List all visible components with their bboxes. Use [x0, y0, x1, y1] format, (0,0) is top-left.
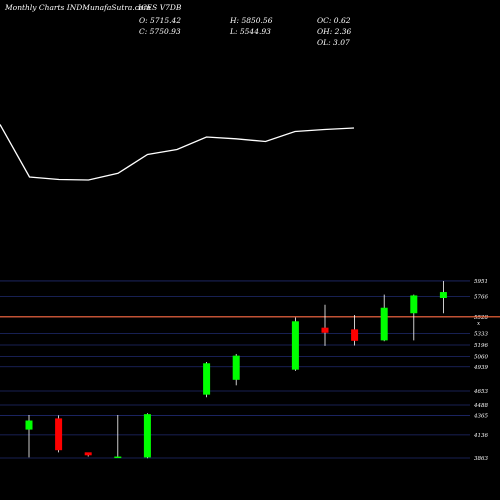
candle-up-body: [439, 292, 447, 298]
ohlc-ol: OL: 3.07: [317, 38, 350, 47]
y-tick-label: 5951: [474, 279, 488, 285]
y-tick-label: 4365: [473, 413, 488, 419]
candle-up-body: [232, 355, 240, 380]
candle-up-body: [114, 456, 122, 459]
ohlc-open: O: 5715.42: [139, 16, 182, 25]
y-tick-label: 4939: [473, 365, 488, 371]
symbol-label: ICES V7DB: [138, 3, 182, 12]
ohlc-high: H: 5850.56: [230, 16, 273, 25]
y-tick-label: 4136: [473, 433, 488, 439]
candle-up-body: [410, 295, 418, 314]
reference-marker: x: [477, 321, 481, 327]
ohlc-oc: OC: 0.62: [317, 16, 351, 25]
ohlc-low: L: 5544.93: [230, 27, 271, 36]
y-tick-label: 4653: [473, 389, 488, 395]
y-tick-label: 5060: [474, 354, 488, 360]
y-tick-label: 5766: [474, 295, 488, 301]
candle-up-body: [291, 321, 299, 370]
y-tick-label: 3863: [474, 456, 488, 462]
y-tick-label: 5528: [474, 315, 488, 321]
candle-down-body: [84, 452, 92, 456]
ohlc-oh: OH: 2.36: [317, 27, 352, 36]
price-line: [0, 124, 355, 181]
y-tick-label: 5333: [474, 331, 488, 337]
source-title: Monthly Charts INDMunafaSutra.com: [5, 3, 151, 12]
ohlc-close: C: 5750.93: [139, 27, 181, 36]
candle-down-body: [351, 329, 359, 341]
y-tick-label: 5196: [474, 343, 488, 349]
candle-up-body: [143, 414, 151, 458]
candle-up-body: [25, 420, 33, 430]
candle-up-body: [203, 363, 211, 395]
candle-down-body: [321, 327, 329, 333]
candle-up-body: [380, 307, 388, 341]
candle-down-body: [55, 418, 63, 451]
y-tick-label: 4488: [473, 403, 488, 409]
